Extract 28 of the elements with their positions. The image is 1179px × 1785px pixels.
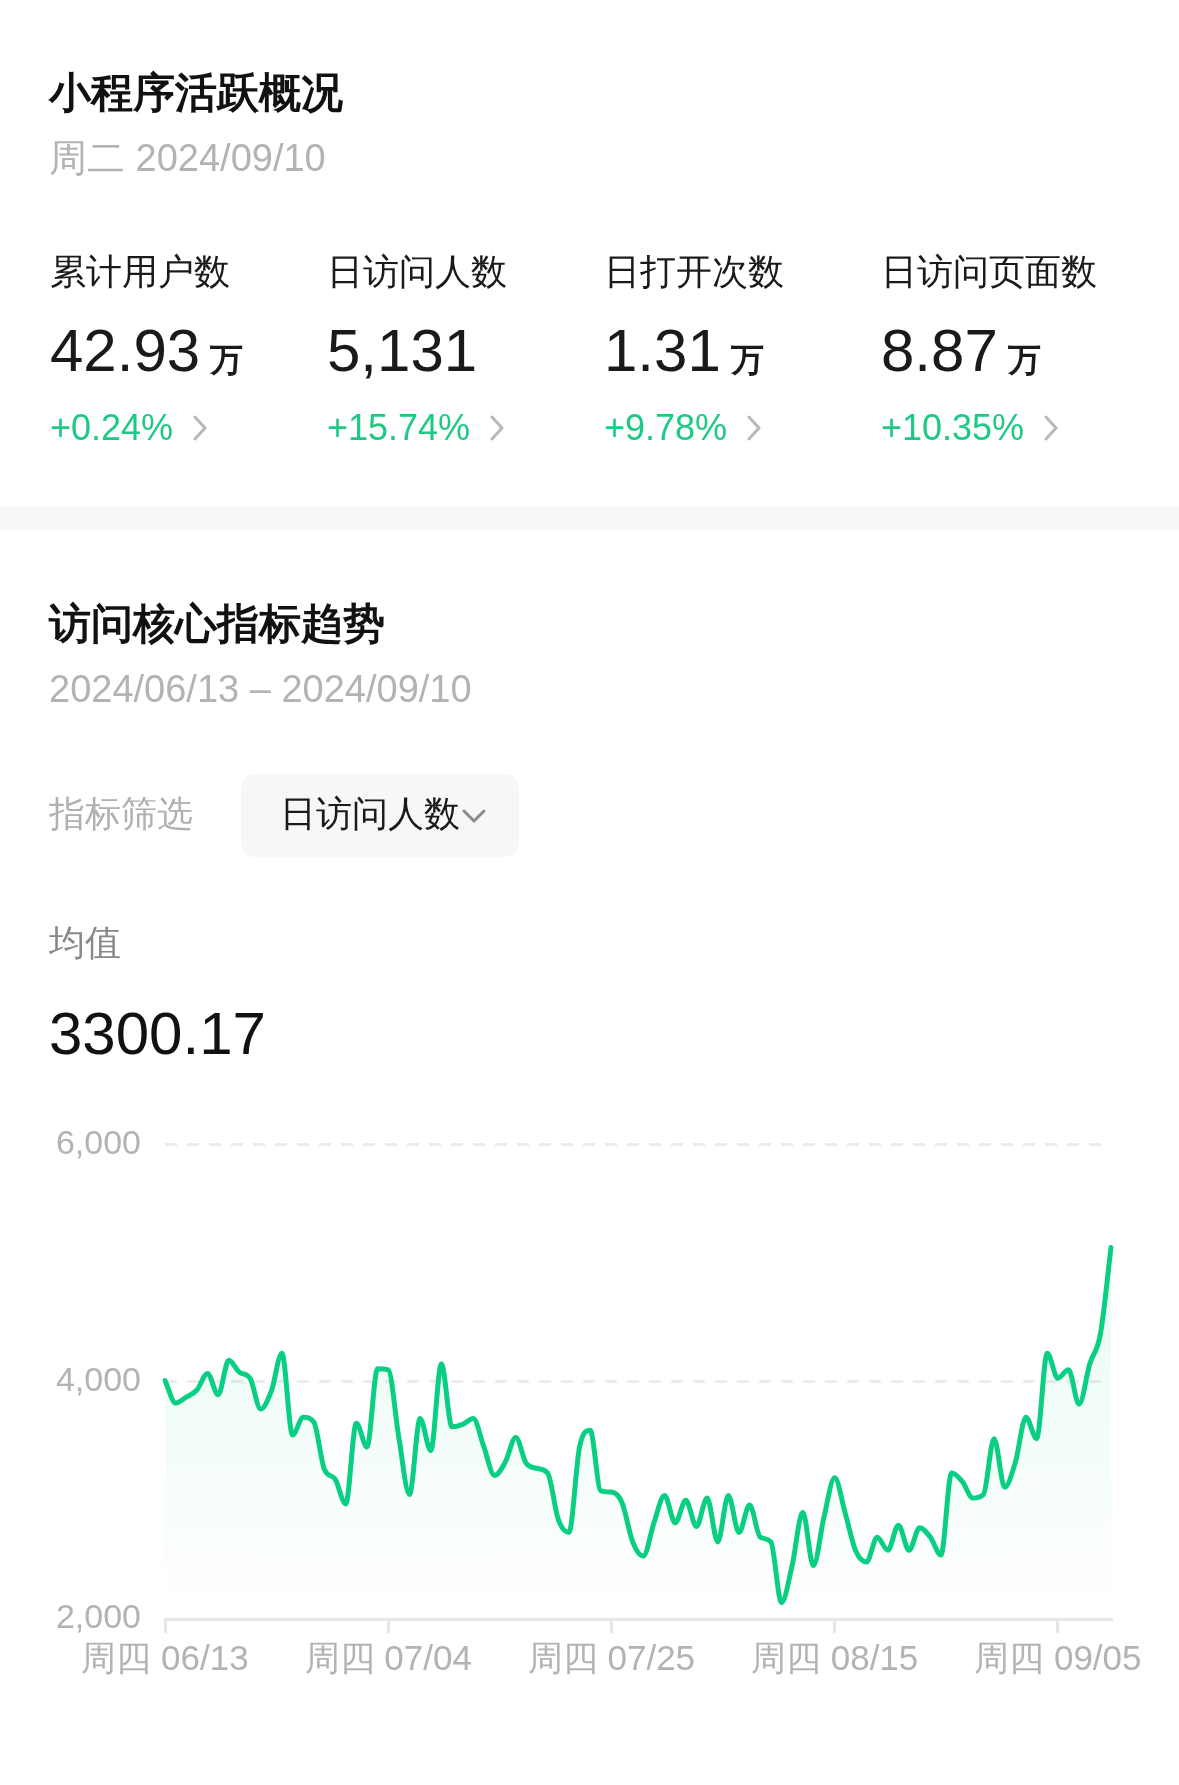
- text: 8.87 万: [881, 317, 1041, 384]
- text: 周二 2024/09/10: [49, 137, 326, 179]
- x-tick-label: 周四 09/05: [974, 1637, 1142, 1677]
- text: +0.24%: [50, 407, 174, 448]
- text: 日访问人数: [280, 793, 460, 834]
- chart-subtitle: 2024/06/13 – 2024/09/10: [49, 668, 472, 710]
- category-label: 日打开次数: [604, 251, 784, 292]
- x-tick-label: 周四 07/04: [304, 1637, 472, 1677]
- text: 5,131: [327, 317, 478, 384]
- chart-title: 访问核心指标趋势: [49, 600, 385, 647]
- text: 3300.17: [49, 1000, 266, 1067]
- y-tick-label: 4,000: [55, 1360, 141, 1399]
- category-label: 日访问页面数: [881, 251, 1097, 292]
- y-tick-label: 6,000: [55, 1122, 141, 1161]
- text: 均值: [49, 922, 121, 963]
- text: 小程序活跃概况: [49, 69, 343, 116]
- text: +10.35%: [881, 407, 1025, 448]
- y-tick-label: 2,000: [55, 1597, 141, 1636]
- text: +9.78%: [604, 407, 728, 448]
- text: +15.74%: [327, 407, 471, 448]
- text: 1.31 万: [604, 317, 764, 384]
- category-label: 日访问人数: [327, 251, 507, 292]
- x-tick-label: 周四 08/15: [750, 1637, 919, 1677]
- text: 指标筛选: [49, 793, 193, 834]
- x-tick-label: 周四 06/13: [81, 1637, 249, 1677]
- text: 42.93 万: [50, 317, 244, 384]
- x-tick-label: 周四 07/25: [527, 1637, 696, 1677]
- category-label: 累计用户数: [50, 251, 230, 292]
